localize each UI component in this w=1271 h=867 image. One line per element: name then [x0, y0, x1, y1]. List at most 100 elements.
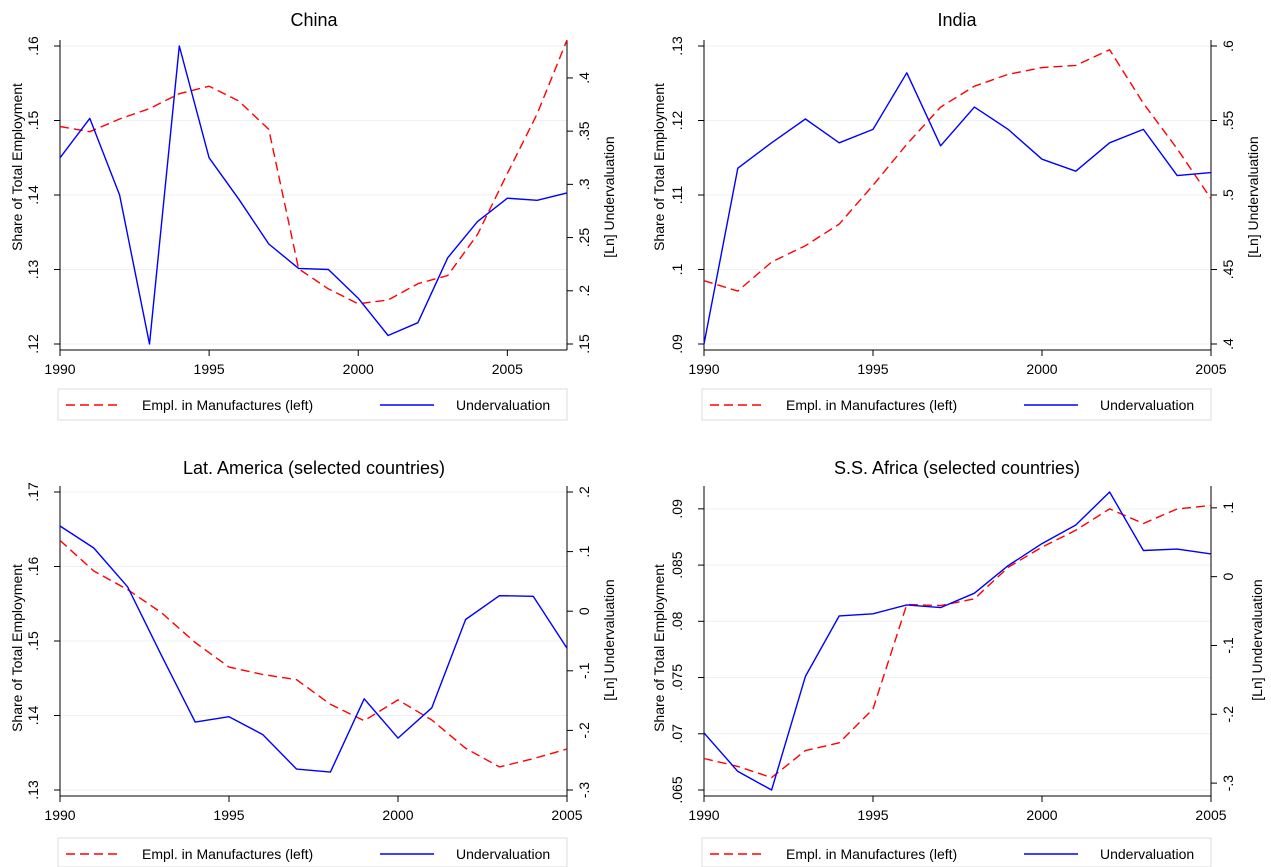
- x-tick-label: 2005: [1195, 361, 1226, 377]
- y2-tick-label: -.3: [576, 782, 592, 799]
- y-axis-label: Share of Total Employment: [9, 564, 25, 732]
- legend-label-employment: Empl. in Manufactures (left): [786, 397, 957, 413]
- legend-label-undervaluation: Undervaluation: [456, 397, 550, 413]
- panel-india: India .09 .1 .11 .12 .13 .4 .45 .5 .55 .6 1990 1995…: [651, 10, 1261, 421]
- legend: Empl. in Manufactures (left) Undervaluat…: [701, 837, 1212, 867]
- y2-axis-label: [Ln] Undervaluation: [1245, 136, 1261, 257]
- y-tick-label: .08: [669, 611, 685, 631]
- y2-tick-label: .4: [1220, 338, 1236, 350]
- legend-box: [701, 837, 1212, 867]
- series-line-employment: [59, 39, 568, 305]
- x-tick-label: 2000: [343, 361, 374, 377]
- y2-tick-label: .3: [576, 178, 592, 190]
- y-tick-label: .16: [25, 36, 41, 56]
- x-tick-label: 2000: [1026, 807, 1057, 823]
- y-tick-label: .07: [669, 724, 685, 744]
- panel-ss-africa: S.S. Africa (selected countries) .065 .07…: [651, 458, 1265, 867]
- y2-tick-label: -.2: [1220, 706, 1236, 723]
- y2-tick-label: .55: [1220, 111, 1236, 131]
- x-tick-label: 1990: [688, 807, 719, 823]
- y-tick-label: .14: [25, 185, 41, 205]
- series-line-employment: [703, 49, 1212, 292]
- y-axis-label: Share of Total Employment: [651, 83, 667, 251]
- legend-label-employment: Empl. in Manufactures (left): [142, 397, 313, 413]
- x-tick-label: 2005: [492, 361, 523, 377]
- panel-title: Lat. America (selected countries): [183, 458, 445, 478]
- y2-tick-label: .2: [576, 486, 592, 498]
- y2-tick-label: -.1: [1220, 637, 1236, 654]
- y-tick-label: .14: [25, 706, 41, 726]
- y-tick-label: .15: [25, 111, 41, 131]
- y2-tick-label: .1: [576, 546, 592, 558]
- series-line-undervaluation: [59, 45, 568, 345]
- legend: Empl. in Manufactures (left) Undervaluat…: [57, 388, 568, 421]
- y-tick-label: .16: [25, 557, 41, 577]
- plot-area-india: .09 .1 .11 .12 .13 .4 .45 .5 .55 .6 1990 1995 2000 20…: [669, 36, 1236, 377]
- y2-tick-label: .15: [576, 334, 592, 354]
- y-tick-label: .065: [669, 776, 685, 803]
- x-tick-label: 1990: [44, 361, 75, 377]
- x-tick-label: 2005: [551, 807, 582, 823]
- y-tick-label: .075: [669, 664, 685, 691]
- x-tick-label: 2005: [1195, 807, 1226, 823]
- series-line-undervaluation: [703, 72, 1212, 345]
- series-line-undervaluation: [703, 491, 1212, 791]
- y-tick-label: .17: [25, 482, 41, 502]
- y-tick-label: .085: [669, 551, 685, 578]
- series-line-undervaluation: [59, 525, 568, 773]
- panel-china: China .12 .13 .14 .15 .16 .15 .2 .25 .3 .35 .4 1990…: [9, 10, 617, 421]
- legend-box: [57, 388, 568, 421]
- legend-label-employment: Empl. in Manufactures (left): [142, 846, 313, 862]
- y-axis-label: Share of Total Employment: [651, 564, 667, 732]
- x-tick-label: 1990: [44, 807, 75, 823]
- y2-tick-label: .45: [1220, 260, 1236, 280]
- y2-tick-label: -.3: [1220, 775, 1236, 792]
- legend-label-undervaluation: Undervaluation: [456, 846, 550, 862]
- panel-title: China: [290, 10, 338, 30]
- panel-title: S.S. Africa (selected countries): [834, 458, 1080, 478]
- y2-tick-label: .2: [576, 285, 592, 297]
- y2-tick-label: .1: [1220, 502, 1236, 514]
- legend-label-undervaluation: Undervaluation: [1100, 846, 1194, 862]
- panel-latin-america: Lat. America (selected countries) .13 .14…: [9, 458, 617, 867]
- x-tick-label: 1995: [857, 807, 888, 823]
- y2-tick-label: 0: [576, 607, 592, 615]
- x-tick-label: 1990: [688, 361, 719, 377]
- plot-area-china: .12 .13 .14 .15 .16 .15 .2 .25 .3 .35 .4 1990 1995 20…: [25, 36, 592, 377]
- legend: Empl. in Manufactures (left) Undervaluat…: [57, 837, 568, 867]
- y2-tick-label: .35: [576, 121, 592, 141]
- legend-box: [701, 388, 1212, 421]
- y2-tick-label: .5: [1220, 189, 1236, 201]
- x-tick-label: 2000: [1026, 361, 1057, 377]
- y2-tick-label: -.1: [576, 662, 592, 679]
- y-tick-label: .13: [25, 780, 41, 800]
- x-tick-label: 2000: [382, 807, 413, 823]
- y2-tick-label: .25: [576, 228, 592, 248]
- y-tick-label: .12: [669, 111, 685, 131]
- legend-label-undervaluation: Undervaluation: [1100, 397, 1194, 413]
- legend: Empl. in Manufactures (left) Undervaluat…: [701, 388, 1212, 421]
- y-tick-label: .13: [669, 36, 685, 56]
- x-tick-label: 1995: [857, 361, 888, 377]
- series-line-employment: [703, 504, 1212, 779]
- legend-box: [57, 837, 568, 867]
- legend-label-employment: Empl. in Manufactures (left): [786, 846, 957, 862]
- y2-axis-label: [Ln] Undervaluation: [1249, 579, 1265, 700]
- y-tick-label: .13: [25, 260, 41, 280]
- y2-tick-label: .6: [1220, 40, 1236, 52]
- y-tick-label: .12: [25, 334, 41, 354]
- y2-tick-label: .4: [576, 72, 592, 84]
- panel-title: India: [937, 10, 977, 30]
- y-tick-label: .11: [669, 186, 685, 205]
- x-tick-label: 1995: [213, 807, 244, 823]
- y2-tick-label: 0: [1220, 573, 1236, 581]
- plot-area-ss-africa: .065 .07 .075 .08 .085 .09 -.3 -.2 -.1 0 .1 1990 199…: [669, 486, 1236, 823]
- y2-tick-label: -.2: [576, 722, 592, 739]
- y-tick-label: .15: [25, 631, 41, 651]
- y-tick-label: .09: [669, 334, 685, 354]
- series-line-employment: [59, 539, 568, 768]
- y-axis-label: Share of Total Employment: [9, 83, 25, 251]
- y-tick-label: .1: [669, 263, 685, 275]
